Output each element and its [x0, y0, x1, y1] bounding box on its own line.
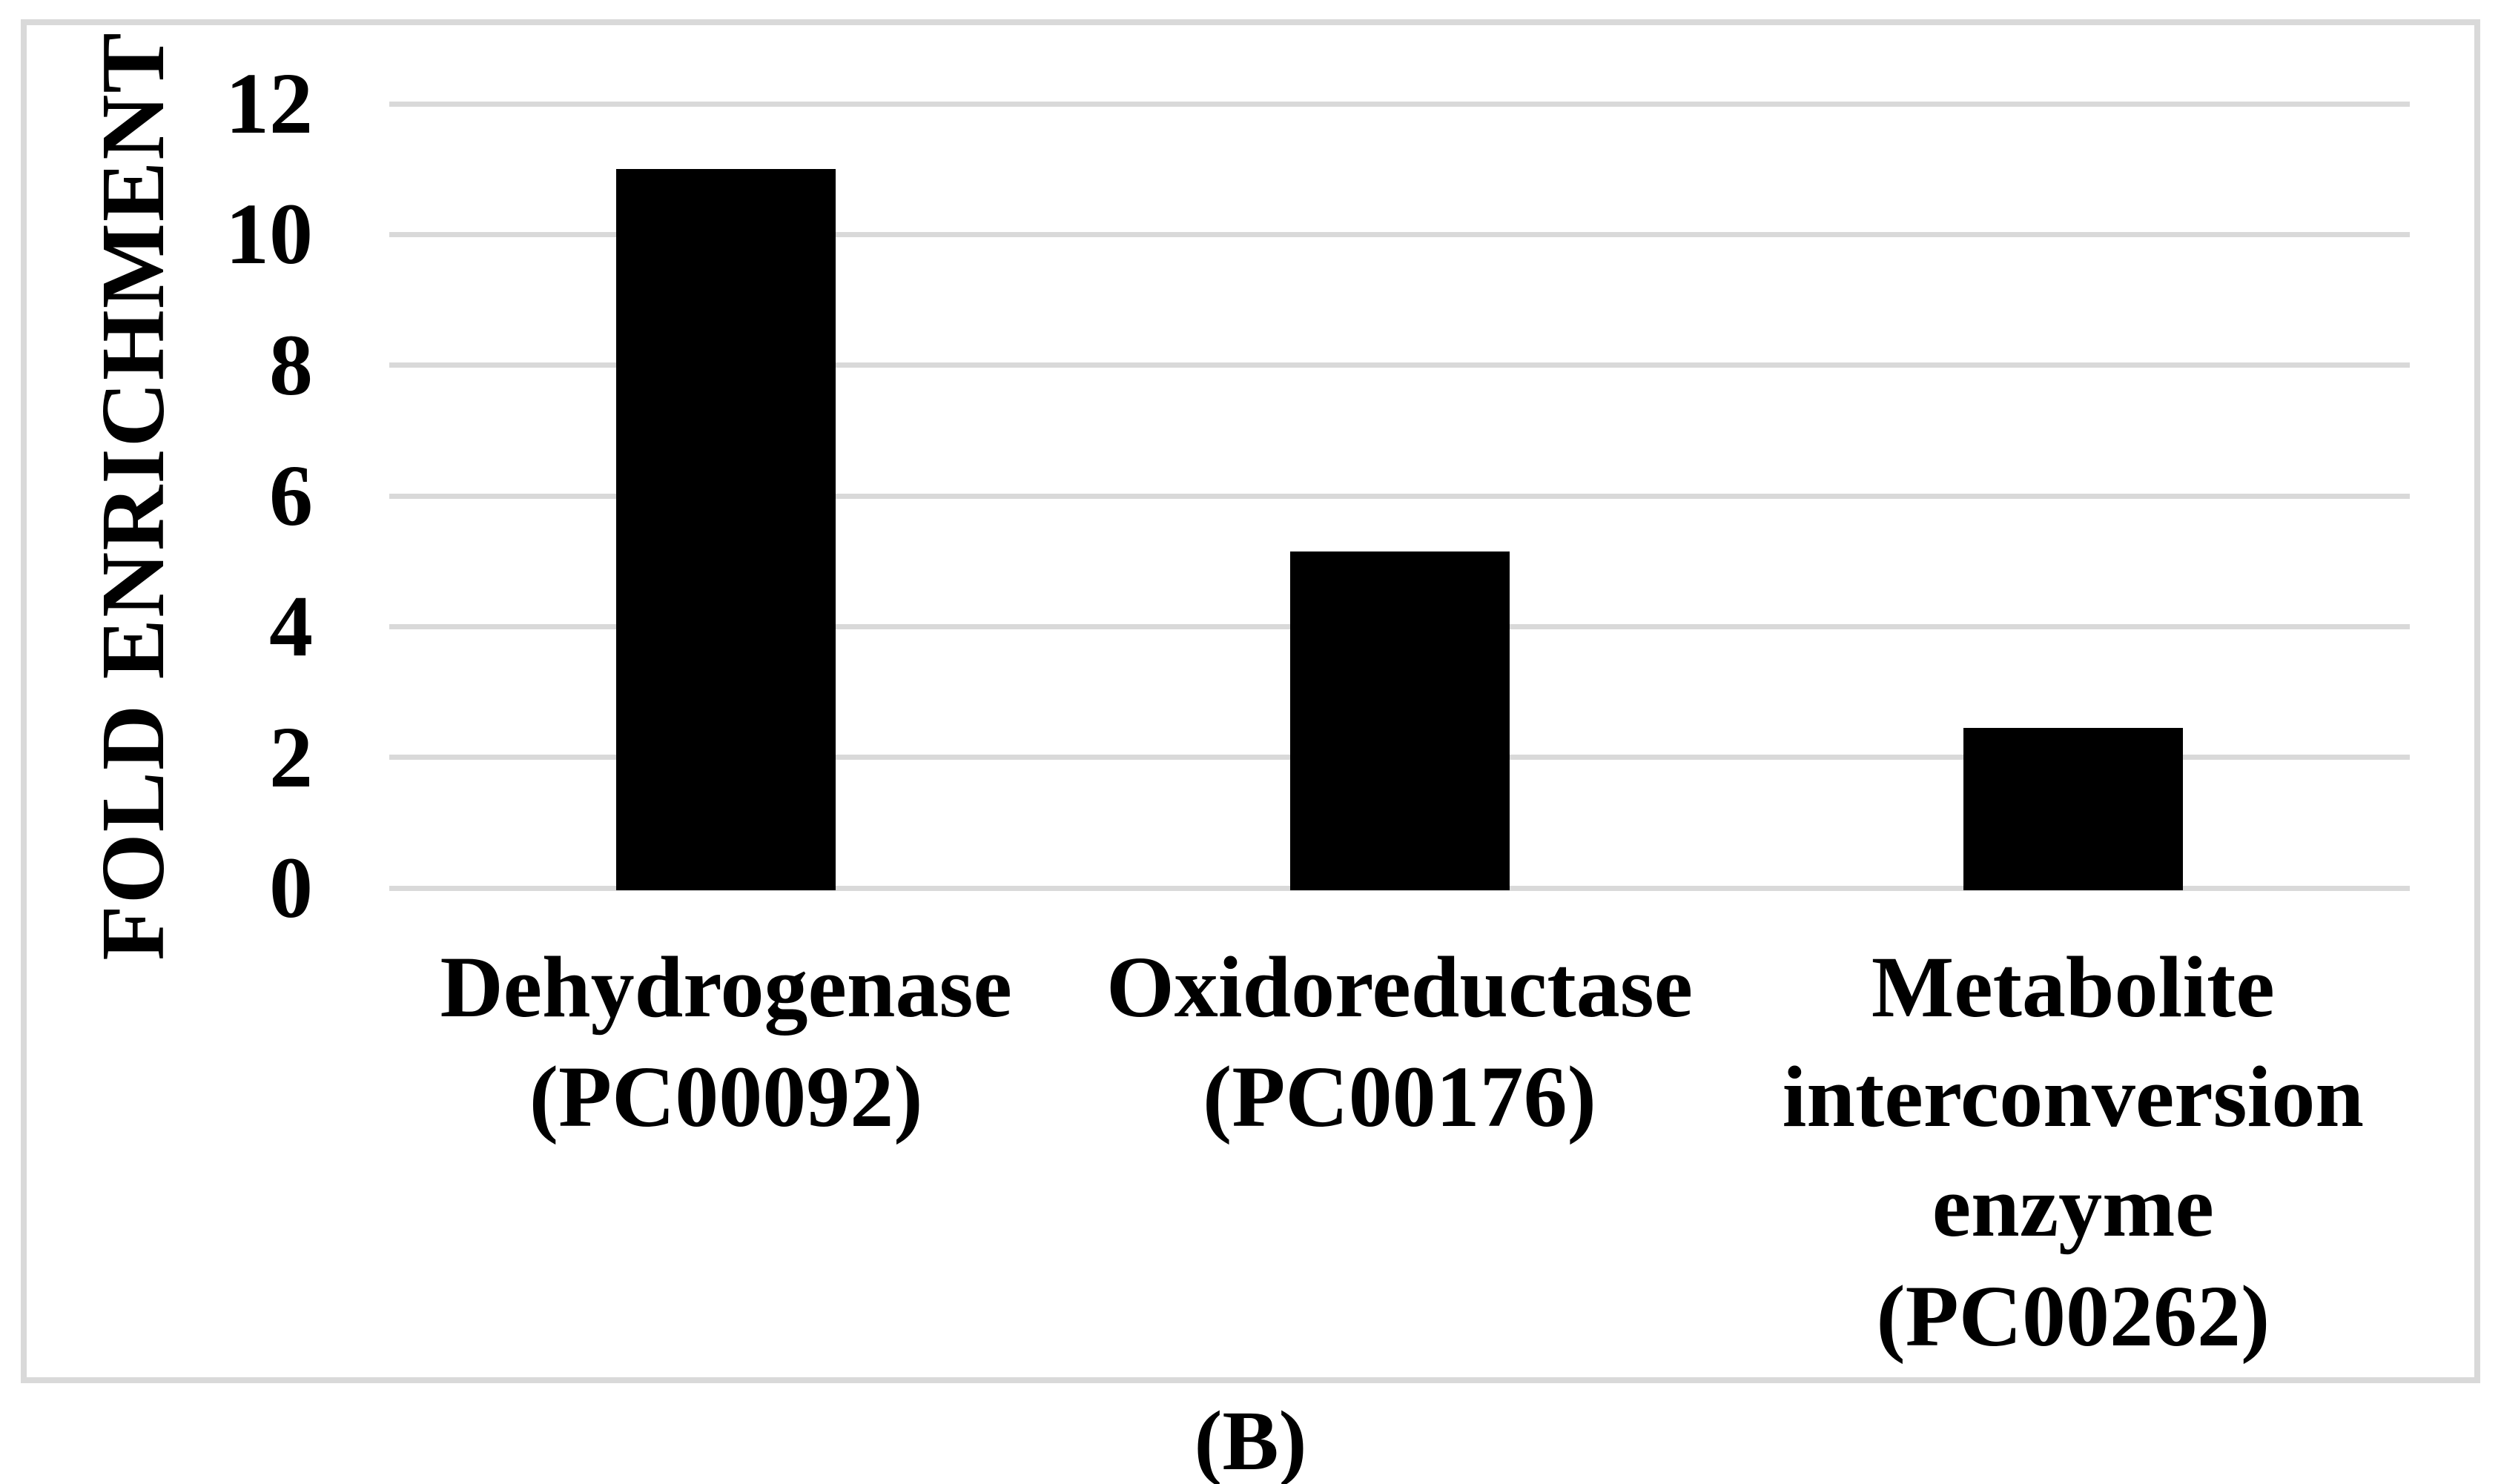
gridline-y12: [389, 101, 2410, 107]
y-tick-label-0: 0: [269, 839, 313, 936]
chart-outer-border: [21, 19, 2480, 1383]
category-label-1: Dehydrogenase (PC00092): [440, 938, 1012, 1145]
category-label-2: Oxidoreductase (PC00176): [1106, 938, 1693, 1145]
y-tick-label-4: 4: [269, 577, 313, 675]
figure-caption: (B): [1194, 1394, 1307, 1484]
bar-2: [1289, 551, 1510, 891]
y-tick-label-10: 10: [225, 185, 313, 283]
gridline-y10: [389, 231, 2410, 237]
y-tick-label-2: 2: [269, 708, 313, 806]
y-tick-label-6: 6: [269, 447, 313, 544]
category-label-3: Metabolite interconversion enzyme (PC00262): [1782, 938, 2365, 1365]
bar-3: [1963, 727, 2183, 891]
gridline-y6: [389, 493, 2410, 499]
gridline-y8: [389, 362, 2410, 368]
bar-1: [616, 169, 836, 891]
y-tick-label-8: 8: [269, 316, 313, 414]
y-tick-label-12: 12: [225, 55, 313, 152]
